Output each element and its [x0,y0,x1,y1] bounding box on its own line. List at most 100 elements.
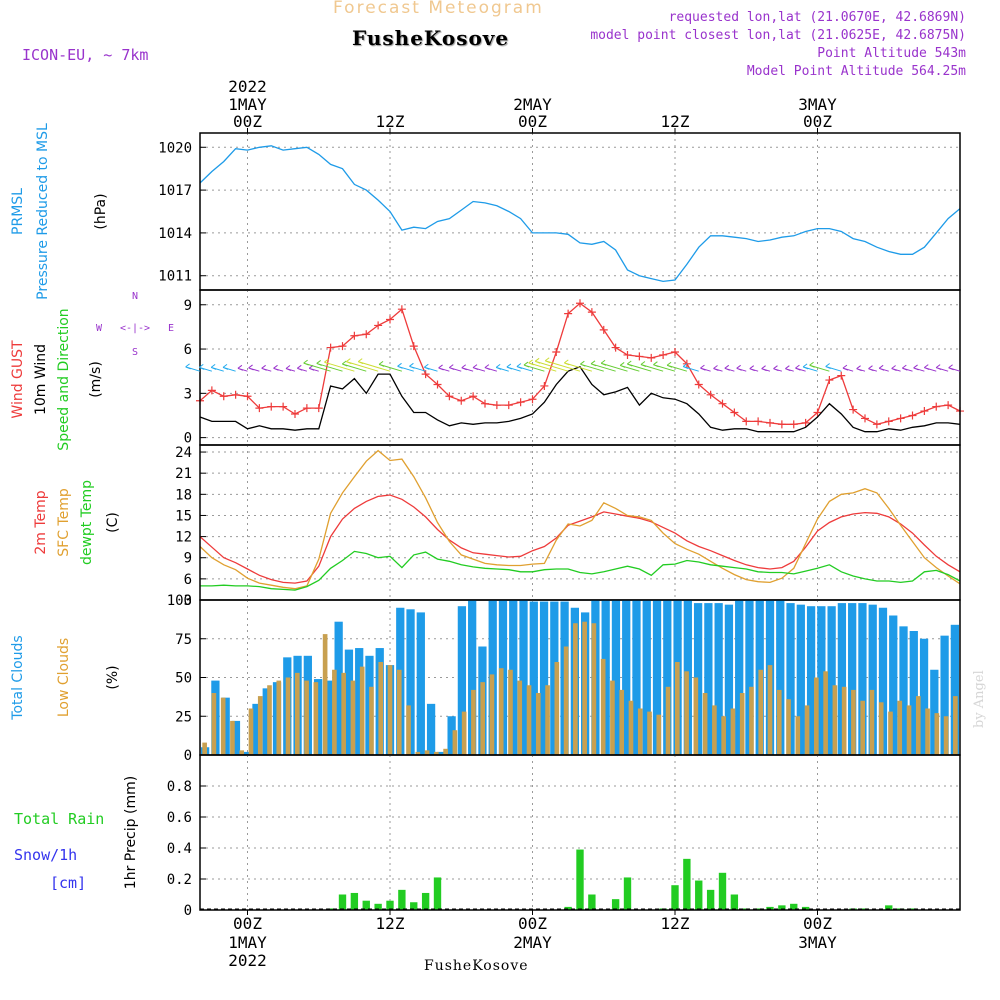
precip-bar [706,889,715,910]
low-cloud-bar [906,705,912,755]
low-cloud-bar [637,708,643,755]
compass-s: S [132,347,138,358]
gust-marker [552,348,561,356]
total-cloud-bar [848,603,857,755]
wind-direction-arrow [795,364,806,372]
closest-point: model point closest lon,lat (21.0625E, 4… [590,28,966,43]
wind-direction-arrow [472,364,486,372]
low-cloud-bar [814,677,819,755]
wind-direction-arrow [761,365,771,372]
gust-marker [314,404,323,413]
total-cloud-bar [796,604,805,755]
total-cloud-bar [878,607,888,755]
total-cloud-bar [919,638,929,755]
total-cloud-bar [786,603,795,755]
wind-direction-arrow [378,360,403,372]
gust-marker [611,343,620,352]
total-cloud-bar [550,601,559,755]
low-cloud-bar [517,680,523,755]
y-tick-label: 6 [184,342,192,358]
precip-bar [683,858,691,910]
low-cloud-bar [610,680,615,755]
wind-direction-arrow [724,364,735,372]
low-cloud-bar [406,705,411,755]
low-cloud-bar [369,686,374,755]
total-cloud-bar [632,600,641,755]
gust-marker [647,353,656,362]
wind-direction-arrow [563,359,593,372]
low-cloud-bar [860,700,865,755]
y-tick-label: 100 [167,593,192,609]
series-line-2m-temp [199,494,961,584]
wind-direction-arrow [409,362,426,372]
wind-direction-arrow [825,363,842,372]
low-cloud-bar [804,705,810,755]
precip-bar [564,906,572,910]
low-cloud-bar [359,666,365,755]
low-cloud-bar [434,751,439,755]
wind-direction-arrow [868,365,878,372]
precip-bar [623,877,632,910]
total-cloud-bar [806,606,816,755]
gust-marker [825,376,834,385]
bottom-date-label: 3MAY [798,933,837,952]
top-date-label: 2MAY [513,95,552,114]
wind-direction-arrow [506,363,521,372]
low-cloud-bar [841,686,847,755]
gust-marker [730,408,739,417]
low-cloud-bar [767,665,773,755]
wind-direction-arrow [785,365,794,372]
bottom-tick-label: 00Z [803,914,832,933]
y-tick-label: 24 [175,445,192,461]
legend-snow: Snow/1h [14,846,78,864]
total-cloud-bar [437,751,446,755]
total-cloud-bar [262,688,271,755]
requested-point: requested lon,lat (21.0670E, 42.6869N) [668,10,966,25]
low-cloud-bar [350,680,356,755]
low-cloud-bar [211,693,217,755]
top-date-label: 3MAY [798,95,837,114]
gust-marker [540,381,549,390]
gust-marker [932,402,941,411]
gust-marker [207,386,216,395]
wind-direction-arrow [261,364,272,372]
low-cloud-bar [443,748,448,755]
bottom-year-label: 2022 [228,951,267,970]
low-cloud-bar [396,669,402,755]
gust-marker [421,370,430,379]
gust-marker [706,390,715,399]
total-cloud-bar [652,600,662,755]
compass-arrows: <-|-> [120,323,150,334]
y-tick-label: 25 [175,709,192,725]
low-cloud-bar [915,696,921,755]
y-tick-label: 6 [184,572,192,588]
wind-direction-arrow [324,358,355,372]
gust-marker [267,402,276,411]
wind-direction-arrow [438,364,450,372]
y-tick-label: 1011 [158,269,192,285]
wind-direction-arrow [210,364,224,372]
gust-marker [599,325,608,334]
gust-marker [837,371,846,380]
gust-marker [694,380,703,389]
panel-frame [199,754,961,911]
total-cloud-bar [468,600,477,755]
legend-total-rain: Total Rain [14,810,105,828]
low-cloud-bar [295,672,300,755]
low-cloud-bar [786,699,791,755]
bottom-tick-label: 00Z [233,914,262,933]
y-axis-label: 2m Temp [33,490,49,554]
y-tick-label: 0 [184,903,192,919]
gust-marker [386,315,394,324]
gust-marker [433,380,442,389]
low-cloud-bar [628,700,634,755]
wind-direction-arrow [580,360,604,372]
y-tick-label: 0 [184,748,192,764]
bottom-date-label: 2MAY [513,933,552,952]
top-tick-label: 00Z [803,112,832,131]
bottom-date-label: 1MAY [228,933,267,952]
precip-bar [433,877,442,910]
low-cloud-bar [600,658,606,755]
credit-text: by Angel [972,670,987,728]
compass-w: W [96,323,103,334]
